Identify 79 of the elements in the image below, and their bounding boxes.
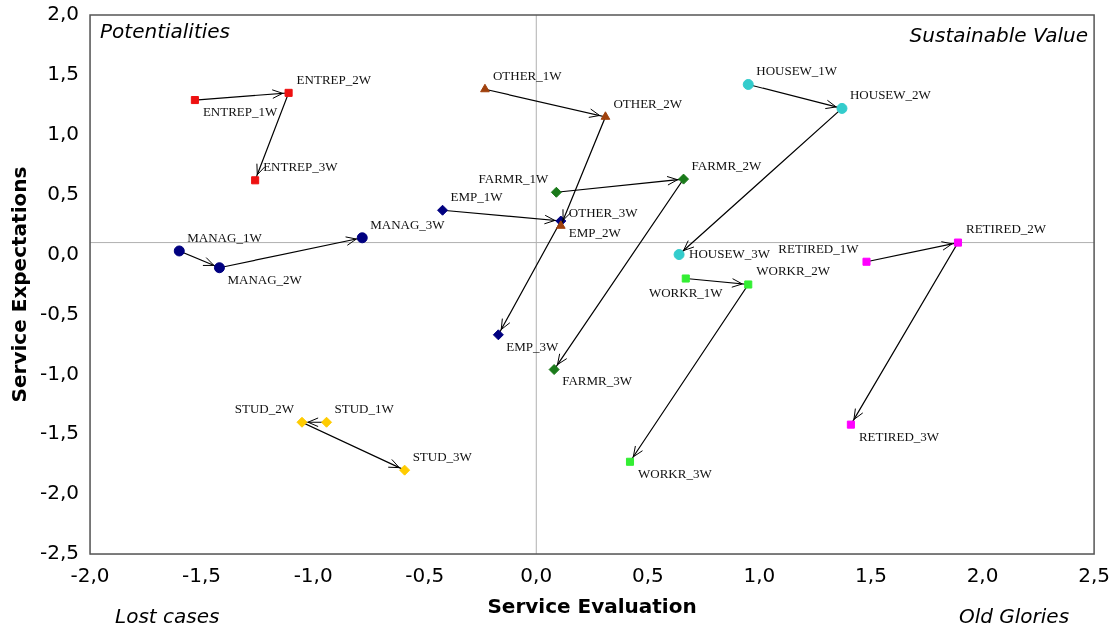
y-tick-label: -0,5: [39, 300, 80, 325]
point: [555, 220, 566, 229]
point: [862, 257, 871, 266]
point: [321, 416, 333, 428]
point: [480, 83, 490, 93]
x-tick-label: 0,0: [520, 563, 553, 588]
x-axis-title: Service Evaluation: [487, 594, 697, 619]
y-tick-label: 0,0: [47, 240, 80, 265]
x-tick-label: 2,0: [966, 563, 999, 588]
annotation: HOUSEW_1W: [756, 63, 838, 79]
annotation: EMP_2W: [568, 224, 622, 240]
text: Old Glories: [958, 604, 1070, 629]
annotation: FARMR_2W: [691, 158, 763, 174]
annotation: ENTREP_1W: [202, 103, 279, 119]
annotation: OTHER_3W: [568, 204, 639, 220]
y-tick-label: -2,0: [39, 480, 80, 505]
x-tick-label: 2,5: [1078, 563, 1110, 588]
y-tick-label: 0,5: [47, 180, 80, 205]
point: [744, 280, 753, 289]
annotation: STUD_2W: [234, 401, 295, 417]
annotation: MANAG_2W: [227, 271, 303, 287]
annotation: OTHER_1W: [492, 68, 563, 84]
x-tick-label: 0,5: [631, 563, 664, 588]
point: [953, 238, 963, 247]
annotation: RETIRED_2W: [965, 221, 1047, 237]
x-tick-label: -1,5: [182, 563, 222, 588]
y-tick-label: 1,5: [47, 61, 80, 86]
annotation: ENTREP_2W: [296, 71, 372, 87]
point: [742, 78, 754, 90]
text: Lost cases: [115, 604, 220, 629]
point: [625, 457, 635, 466]
y-tick-label: -2,5: [39, 540, 80, 565]
point: [190, 96, 199, 105]
x-tick-label: -2,0: [70, 563, 110, 588]
x-tick-label: 1,0: [743, 563, 776, 588]
annotation: MANAG_1W: [187, 229, 263, 245]
point: [399, 464, 411, 476]
y-tick-label: 2,0: [47, 1, 80, 26]
annotation: FARMR_1W: [478, 171, 550, 187]
point: [437, 204, 449, 216]
x-tick-label: -0,5: [405, 563, 445, 588]
y-tick-label: 1,0: [47, 120, 80, 145]
annotation: FARMR_3W: [562, 373, 633, 389]
y-tick-label: -1,5: [39, 420, 80, 445]
point: [678, 173, 690, 185]
point: [296, 416, 308, 428]
point: [284, 88, 293, 97]
annotation: HOUSEW_3W: [689, 245, 771, 261]
annotation: OTHER_2W: [613, 95, 683, 111]
annotation: Sustainable Value: [909, 23, 1089, 48]
annotation: WORKR_3W: [637, 465, 713, 481]
y-axis-title: Service Expectations: [7, 166, 32, 403]
point: [846, 420, 855, 429]
point: [681, 274, 690, 283]
point: [173, 245, 185, 257]
annotation: Potentialities: [100, 19, 231, 44]
annotation: WORKR_2W: [756, 263, 831, 279]
annotation: MANAG_3W: [370, 216, 446, 232]
point: [251, 176, 260, 185]
annotation: ENTREP_3W: [263, 159, 339, 175]
y-tick-label: -1,0: [39, 360, 80, 385]
annotation: RETIRED_1W: [778, 240, 860, 256]
annotation: EMP_1W: [450, 189, 504, 205]
point: [550, 186, 562, 198]
annotation: WORKR_1W: [648, 285, 724, 301]
x-tick-label: -1,0: [293, 563, 333, 588]
annotation: HOUSEW_2W: [849, 87, 932, 103]
point: [548, 364, 560, 376]
point: [356, 232, 368, 244]
annotation: STUD_1W: [334, 401, 395, 417]
x-tick-label: 1,5: [855, 563, 887, 588]
point: [673, 249, 685, 261]
point: [836, 102, 848, 114]
point: [492, 329, 504, 341]
point: [213, 262, 225, 274]
annotation: RETIRED_3W: [858, 428, 940, 444]
annotation: STUD_3W: [412, 449, 473, 465]
annotation: EMP_3W: [506, 338, 560, 354]
point: [600, 111, 611, 120]
